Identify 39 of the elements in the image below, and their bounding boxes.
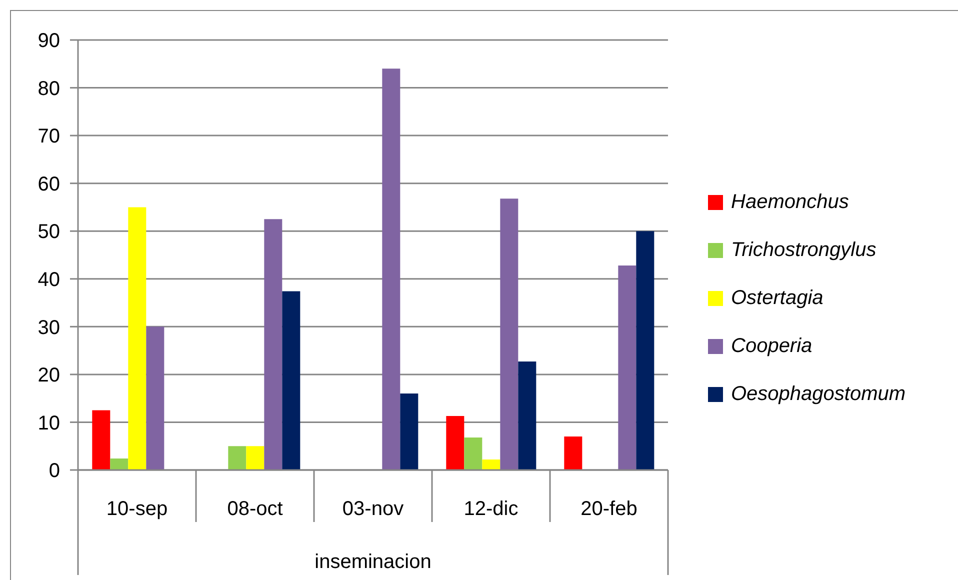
x-tick-label: 12-dic <box>464 498 518 520</box>
x-axis-title: inseminacion <box>314 551 432 573</box>
bar <box>246 446 264 470</box>
bar <box>228 446 246 470</box>
y-tick-label: 0 <box>48 460 60 482</box>
bar <box>446 416 464 470</box>
x-tick-label: 08-oct <box>227 498 284 520</box>
legend-label: Haemonchus <box>731 190 849 214</box>
y-tick-label: 10 <box>38 412 60 434</box>
bar <box>618 266 636 470</box>
y-tick-label: 60 <box>38 173 60 196</box>
bar <box>128 207 146 470</box>
x-tick-label: 03-nov <box>342 498 404 520</box>
legend-label: Ostertagia <box>731 286 824 310</box>
y-tick-label: 20 <box>38 364 60 387</box>
legend-label: Oesophagostomum <box>731 382 906 406</box>
bar <box>146 326 164 470</box>
bar <box>264 219 282 470</box>
bar <box>464 438 482 470</box>
legend-label: Cooperia <box>731 334 812 358</box>
bar <box>382 68 400 470</box>
bar <box>110 458 128 470</box>
legend-label: Trichostrongylus <box>731 238 876 262</box>
bar <box>400 394 418 470</box>
bar <box>92 410 110 470</box>
bar <box>564 436 582 470</box>
y-tick-label: 50 <box>38 221 60 244</box>
y-tick-label: 70 <box>38 126 60 148</box>
bar <box>500 198 518 470</box>
y-tick-label: 40 <box>38 268 60 291</box>
bar <box>518 362 536 470</box>
y-tick-label: 90 <box>38 30 60 52</box>
bar <box>282 291 300 470</box>
bar <box>482 459 500 470</box>
y-tick-label: 30 <box>38 316 60 339</box>
y-tick-label: 80 <box>38 78 60 100</box>
x-tick-label: 10-sep <box>106 498 168 520</box>
bar <box>636 231 654 470</box>
x-tick-label: 20-feb <box>580 498 638 520</box>
